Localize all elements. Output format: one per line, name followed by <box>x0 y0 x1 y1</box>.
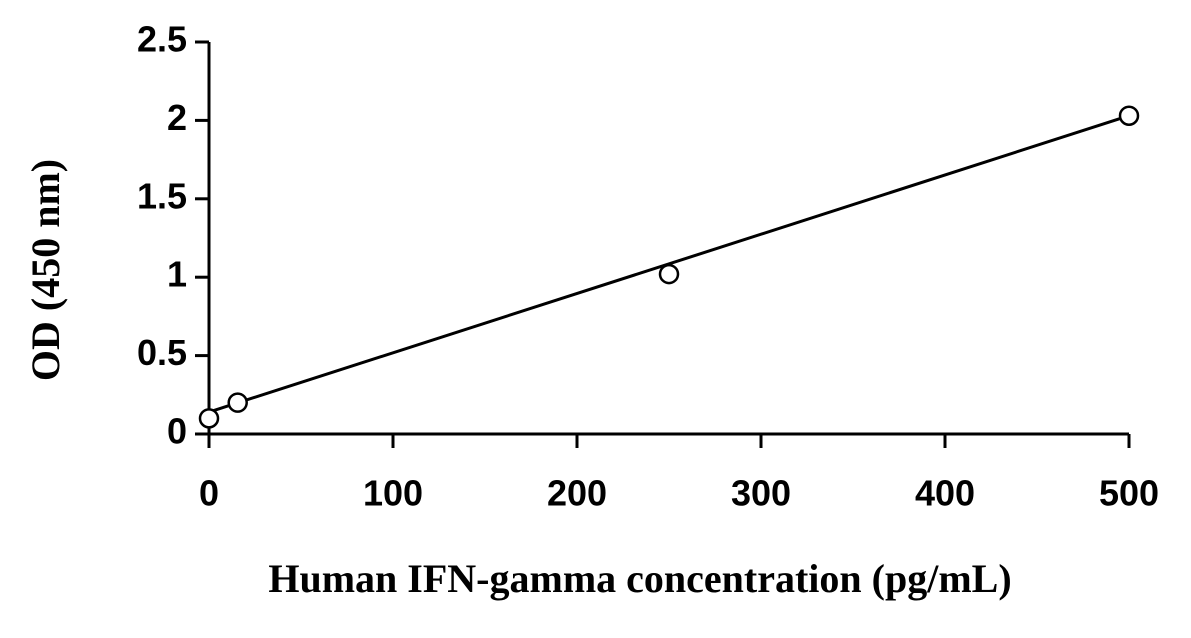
x-tick-label: 100 <box>363 473 423 514</box>
x-axis-title: Human IFN-gamma concentration (pg/mL) <box>268 556 1011 601</box>
data-point <box>658 263 680 285</box>
x-tick-label: 300 <box>731 473 791 514</box>
y-axis-title: OD (450 nm) <box>23 159 68 381</box>
y-tick-label: 0.5 <box>137 332 187 373</box>
y-tick-label: 1.5 <box>137 175 187 216</box>
x-tick-label: 0 <box>199 473 219 514</box>
data-point <box>1118 105 1140 126</box>
y-tick-label: 2 <box>167 97 187 138</box>
y-tick-label: 1 <box>167 254 187 295</box>
x-tick-label: 500 <box>1099 473 1159 514</box>
y-tick-label: 0 <box>167 411 187 452</box>
data-point <box>198 408 220 429</box>
x-tick-label: 400 <box>915 473 975 514</box>
y-tick-label: 2.5 <box>137 19 187 60</box>
x-tick-label: 200 <box>547 473 607 514</box>
data-point <box>227 392 248 413</box>
